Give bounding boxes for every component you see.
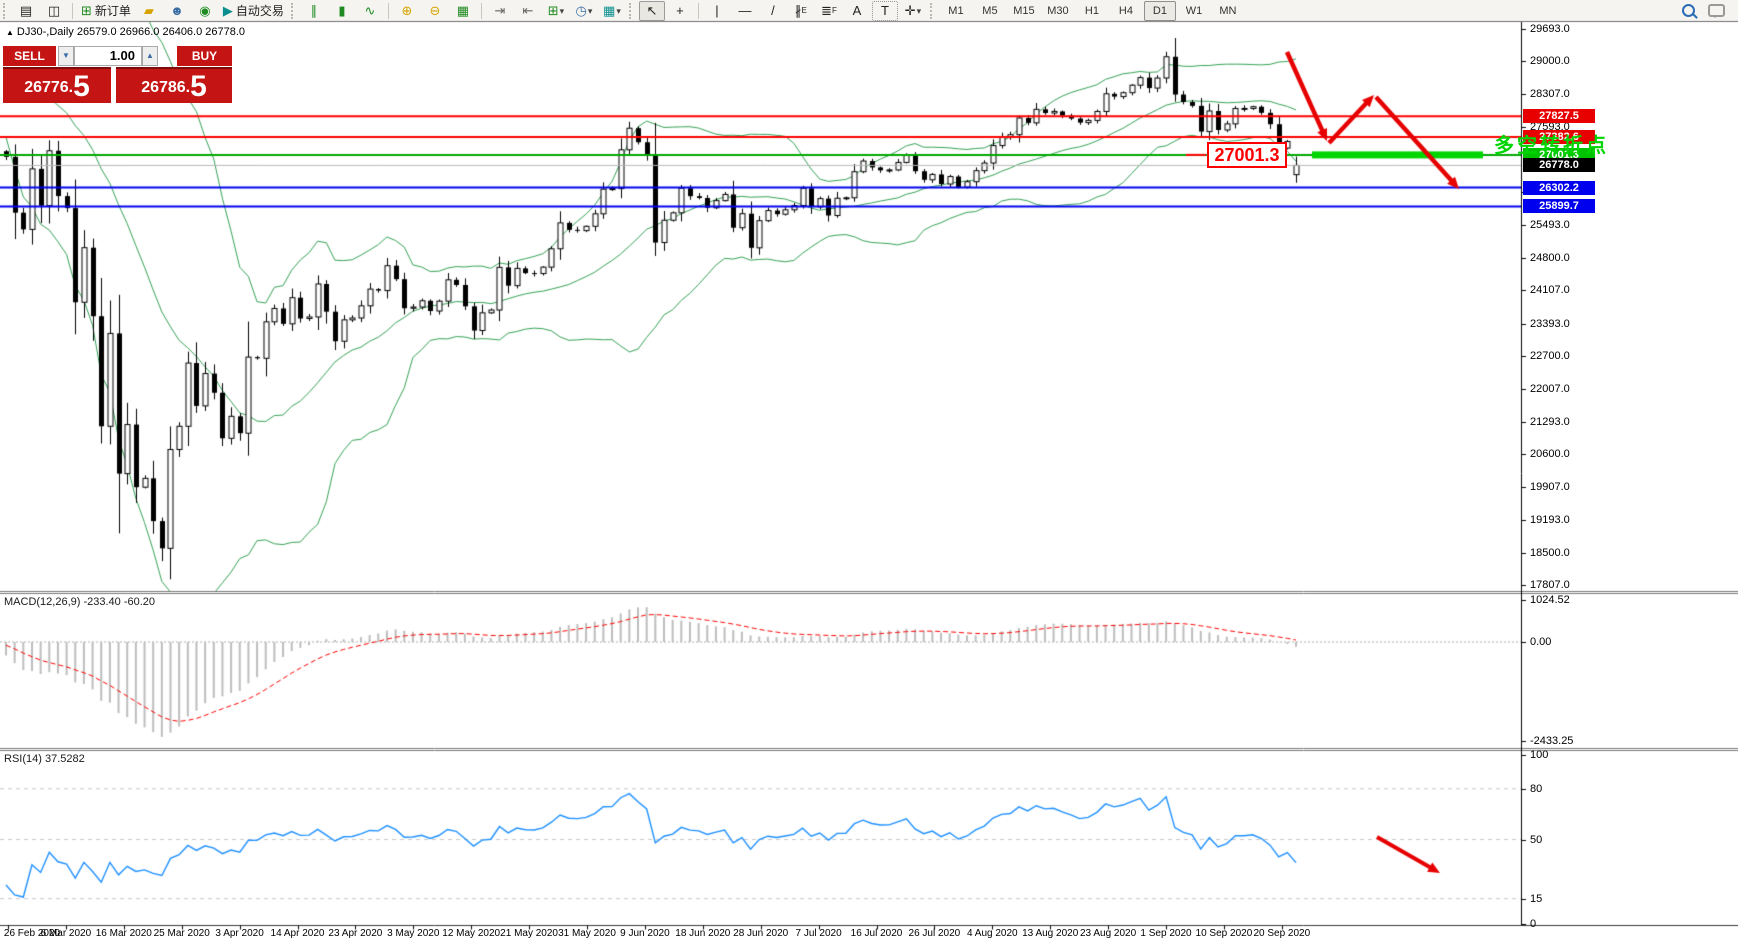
collapse-triangle-icon[interactable]: ▲	[6, 28, 14, 37]
turning-point-annotation[interactable]: 多空转折点	[1494, 135, 1609, 157]
sell-price[interactable]: 26776. 5	[3, 67, 111, 103]
sell-price-main: 26776.	[24, 79, 74, 96]
buy-price-main: 26786.	[141, 79, 191, 96]
volume-input[interactable]: 1.00	[74, 46, 142, 66]
volume-decrease-button[interactable]: ▼	[58, 46, 74, 66]
sell-price-big-digit: 5	[73, 70, 90, 103]
symbol-ohlc-line: ▲ DJ30-,Daily 26579.0 26966.0 26406.0 267…	[6, 26, 245, 38]
rsi-header: RSI(14) 37.5282	[4, 753, 85, 765]
macd-header: MACD(12,26,9) -233.40 -60.20	[4, 596, 156, 608]
buy-button[interactable]: BUY	[177, 46, 232, 66]
price-callout-label[interactable]: 27001.3	[1207, 142, 1287, 168]
buy-price[interactable]: 26786. 5	[116, 67, 232, 103]
volume-increase-button[interactable]: ▲	[142, 46, 158, 66]
symbol-ohlc-text: DJ30-,Daily 26579.0 26966.0 26406.0 2677…	[16, 26, 246, 38]
one-click-trade-panel: SELL ▼ 1.00 ▲ BUY 26776. 5 26786. 5	[3, 46, 232, 103]
sell-button[interactable]: SELL	[3, 46, 56, 66]
buy-price-big-digit: 5	[190, 70, 207, 103]
